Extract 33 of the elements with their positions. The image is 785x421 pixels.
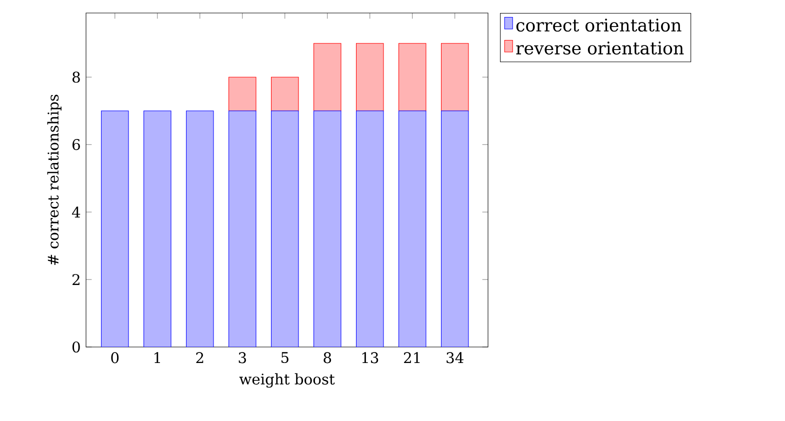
x-tick-label: 0 [111, 352, 119, 364]
x-tick-label: 5 [281, 352, 288, 364]
x-tick-label: 21 [404, 352, 420, 364]
x-axis-title: weight boost [239, 373, 335, 388]
bar [186, 110, 214, 347]
x-tick-label: 13 [362, 352, 378, 364]
x-tick-label: 1 [154, 352, 160, 364]
bar [271, 110, 299, 347]
bar [101, 110, 129, 347]
bar [228, 76, 256, 112]
legend-label: reverse orientation [516, 42, 684, 55]
bar [144, 110, 172, 347]
x-tick-label: 8 [324, 352, 332, 364]
y-tick-label: 8 [72, 72, 80, 83]
y-tick-label: 4 [72, 206, 80, 218]
bar [271, 76, 299, 112]
bar [398, 43, 426, 112]
x-tick-label: 34 [446, 352, 464, 364]
x-tick-label: 3 [238, 352, 246, 364]
bar [440, 43, 469, 112]
y-tick-label: 6 [72, 139, 80, 150]
bar [314, 110, 342, 347]
bar [440, 110, 469, 347]
y-tick-label: 0 [72, 341, 80, 353]
y-axis-title: # correct relationships [47, 94, 62, 265]
bar [356, 110, 384, 347]
bar [398, 110, 426, 347]
bar [228, 110, 256, 347]
legend-label: correct orientation [516, 18, 682, 32]
x-tick-label: 2 [196, 352, 204, 364]
bar [314, 43, 342, 112]
y-tick-label: 2 [72, 274, 80, 285]
bar [356, 43, 384, 112]
